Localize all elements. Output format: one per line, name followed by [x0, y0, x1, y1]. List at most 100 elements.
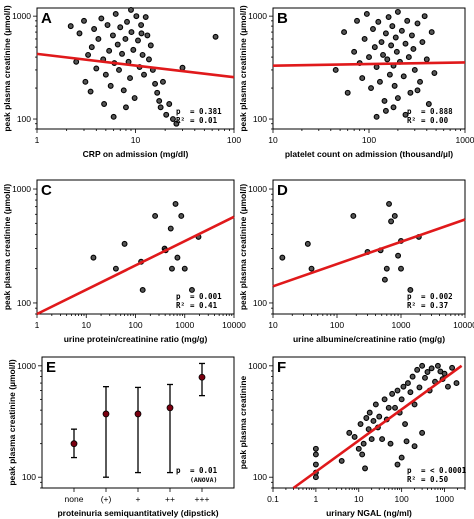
panel-letter-b: B — [277, 10, 288, 27]
data-point-a — [160, 78, 166, 85]
data-point-d — [407, 287, 414, 293]
x-axis-label-c: urine protein/creatinine ratio (mg/g) — [64, 334, 208, 344]
data-point-c — [188, 287, 195, 293]
data-point-c — [121, 240, 128, 247]
data-point-b — [368, 85, 374, 92]
data-point-b — [405, 54, 412, 61]
data-point-b — [423, 56, 430, 63]
data-point-c — [169, 265, 175, 272]
stat-key-c: p — [176, 292, 181, 301]
data-point-f — [357, 421, 364, 428]
data-point-b — [394, 8, 401, 15]
data-point-b — [389, 23, 396, 30]
data-point-b — [398, 27, 405, 34]
data-point-a — [73, 58, 80, 65]
data-point-b — [425, 101, 432, 107]
stat-value-c: = 0.001 — [190, 292, 222, 301]
stat-key-b: R² — [407, 116, 416, 125]
data-point-f — [312, 445, 319, 452]
stat-key-c: R² — [176, 301, 185, 310]
data-point-f — [419, 362, 426, 369]
panel-letter-f: F — [277, 359, 286, 376]
data-point-b — [361, 36, 368, 42]
data-point-a — [128, 6, 134, 13]
data-point-c — [90, 254, 97, 261]
x-tick-label-f: 10 — [354, 494, 364, 504]
data-point-a — [123, 104, 129, 111]
regression-line-b — [272, 61, 466, 67]
mean-point-e — [102, 410, 110, 418]
data-point-a — [124, 18, 130, 25]
data-point-d — [398, 265, 404, 272]
data-point-a — [170, 116, 176, 122]
data-point-a — [82, 78, 89, 85]
data-point-a — [112, 11, 119, 17]
y-axis-label-a: peak plasma creatinine (µmol/l) — [2, 5, 12, 131]
data-point-b — [390, 104, 397, 111]
y-tick-label-e: 100 — [22, 472, 36, 482]
data-point-f — [400, 383, 407, 390]
data-point-f — [422, 374, 428, 381]
data-point-b — [419, 39, 426, 46]
data-point-f — [312, 451, 319, 458]
data-point-a — [87, 88, 94, 95]
data-point-a — [98, 15, 105, 22]
data-point-d — [388, 218, 395, 225]
x-tick-label-c: 100 — [128, 320, 142, 330]
x-tick-label-c: 10000 — [222, 320, 246, 330]
panel-letter-c: C — [41, 182, 52, 199]
mean-point-e — [166, 404, 174, 412]
y-tick-label-f: 100 — [253, 472, 267, 482]
data-point-b — [402, 40, 409, 47]
x-tick-label-d: 10000 — [453, 320, 474, 330]
data-point-b — [363, 11, 370, 17]
data-point-a — [107, 82, 114, 89]
data-point-f — [411, 443, 418, 450]
x-tick-label-f: 100 — [395, 494, 409, 504]
data-point-b — [370, 26, 376, 32]
data-point-d — [279, 254, 286, 261]
panel-a: 100 1000 1 10 100 CRP on admission (mg/dl) pea… — [2, 5, 241, 159]
data-point-c — [174, 254, 181, 261]
data-point-c — [112, 265, 119, 272]
data-point-d — [304, 240, 311, 247]
data-point-b — [381, 97, 388, 104]
stat-key-a: R² — [176, 116, 185, 125]
data-point-f — [376, 413, 383, 420]
data-point-a — [152, 80, 159, 87]
data-point-f — [366, 409, 373, 416]
data-point-a — [141, 71, 147, 78]
data-point-a — [173, 120, 180, 127]
data-point-f — [387, 440, 394, 447]
data-point-f — [365, 426, 372, 433]
data-point-b — [404, 17, 411, 24]
data-point-b — [366, 54, 372, 61]
x-tick-label-a: 1 — [35, 135, 40, 145]
data-point-a — [81, 17, 87, 24]
data-point-b — [421, 13, 428, 20]
data-point-f — [441, 370, 448, 377]
x-tick-label-b: 1000 — [456, 135, 474, 145]
x-tick-label-e: none — [65, 494, 84, 504]
x-axis-label-f: urinary NGAL (ng/ml) — [326, 508, 412, 518]
regression-line-c — [36, 215, 235, 316]
data-point-b — [402, 111, 409, 118]
panel-d: 100 1000 10 100 1000 10000 urine albumine/crea… — [238, 179, 474, 344]
data-point-a — [109, 32, 116, 39]
data-point-f — [389, 390, 396, 397]
x-axis-label-b: platelet count on admission (thousand/µl… — [285, 149, 453, 159]
data-point-f — [398, 396, 405, 403]
data-point-b — [385, 14, 392, 20]
data-point-b — [332, 66, 339, 73]
data-point-a — [154, 89, 161, 96]
data-point-a — [156, 97, 163, 104]
stat-value-f: = 0.50 — [421, 475, 449, 484]
data-point-f — [394, 387, 401, 394]
data-point-b — [371, 44, 378, 51]
data-point-a — [106, 47, 113, 54]
data-point-f — [414, 366, 421, 373]
data-point-f — [363, 415, 370, 421]
panel-c: 100 1000 1 10 100 1000 10000 urine protein/crea… — [2, 179, 246, 344]
y-tick-label-e: 1000 — [17, 361, 36, 371]
data-point-f — [338, 457, 345, 464]
